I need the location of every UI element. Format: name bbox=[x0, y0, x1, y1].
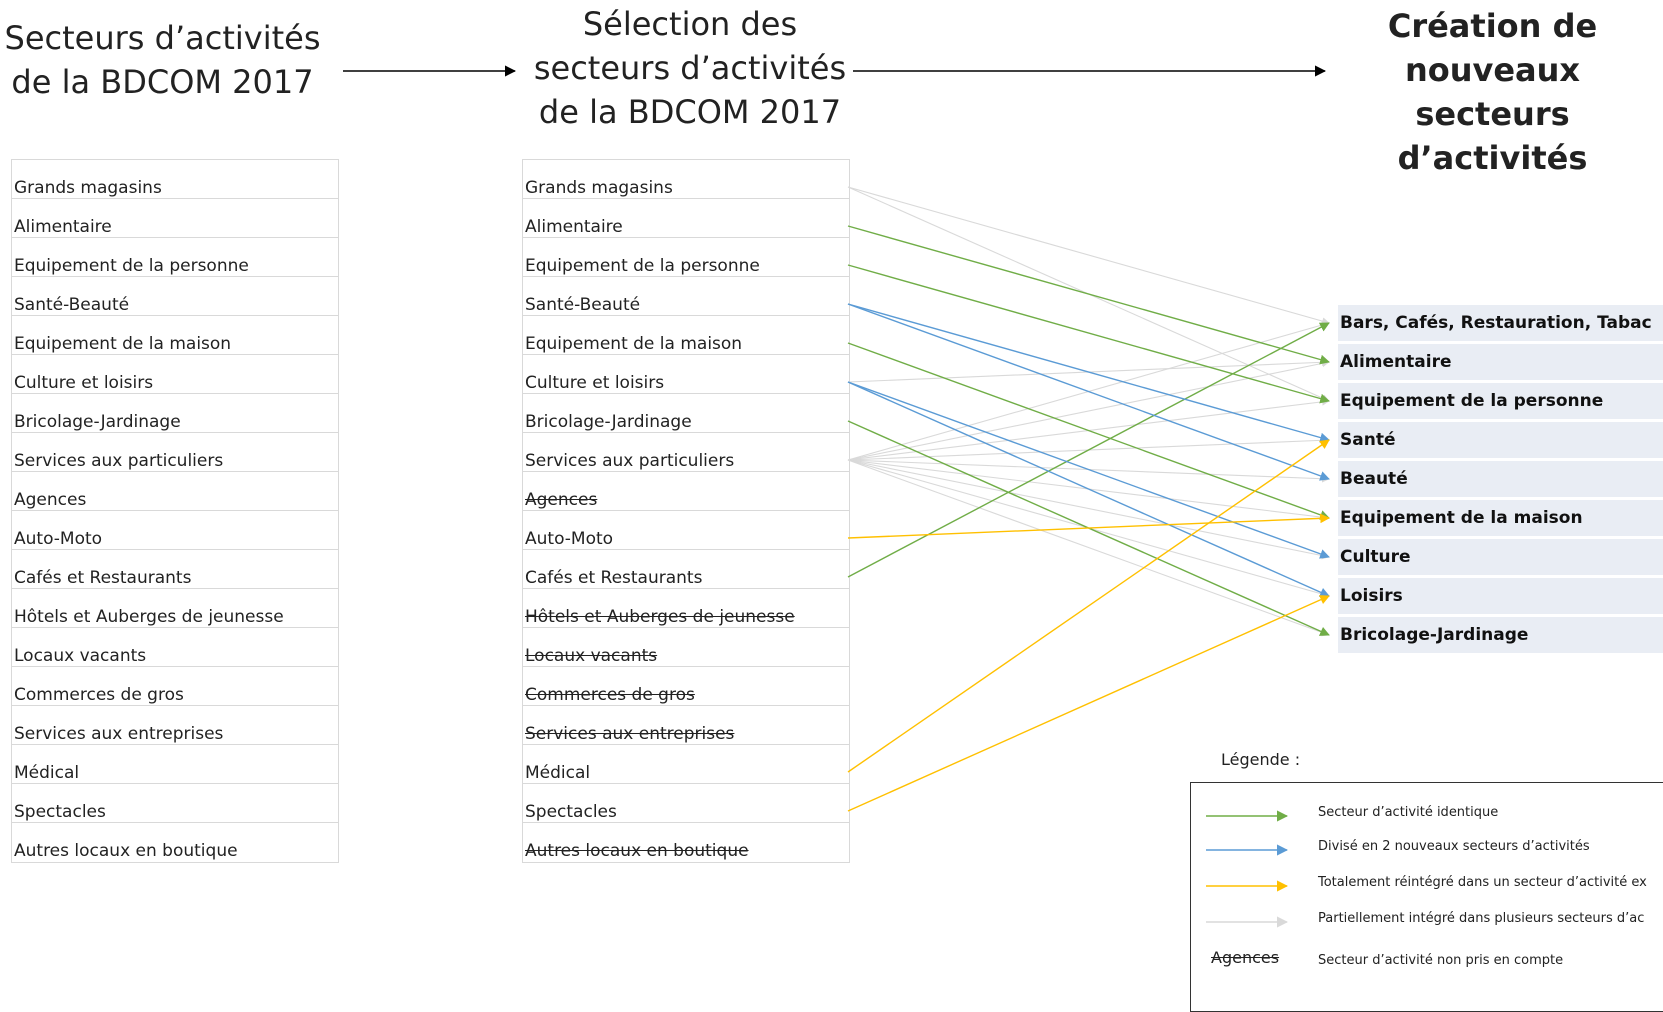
source-sector-item: Equipement de la maison bbox=[12, 316, 338, 355]
source-sector-list: Grands magasins Alimentaire Equipement de … bbox=[11, 159, 339, 863]
source-sector-item: Spectacles bbox=[12, 784, 338, 823]
legend-label-partiel: Partiellement intégré dans plusieurs sec… bbox=[1318, 911, 1645, 926]
excluded-sector-item: Hôtels et Auberges de jeunesse bbox=[523, 589, 849, 628]
legend-label-ignored: Secteur d’activité non pris en compte bbox=[1318, 953, 1564, 968]
link-partiel bbox=[847, 459, 1330, 560]
new-sector-item: Bricolage-Jardinage bbox=[1338, 617, 1663, 653]
excluded-sector-item: Agences bbox=[523, 472, 849, 511]
new-sector-item: Alimentaire bbox=[1338, 344, 1663, 380]
title-line: nouveaux secteurs bbox=[1404, 51, 1581, 133]
selected-sector-item: Alimentaire bbox=[523, 199, 849, 238]
selected-sector-item: Auto-Moto bbox=[523, 511, 849, 550]
legend-label-divise: Divisé en 2 nouveaux secteurs d’activité… bbox=[1318, 839, 1590, 854]
source-sector-item: Bricolage-Jardinage bbox=[12, 394, 338, 433]
title-source-sectors: Secteurs d’activités de la BDCOM 2017 bbox=[0, 16, 325, 104]
excluded-sector-item: Locaux vacants bbox=[523, 628, 849, 667]
new-sector-item: Equipement de la personne bbox=[1338, 383, 1663, 419]
selected-sector-item: Services aux particuliers bbox=[523, 433, 849, 472]
title-line: Secteurs d’activités bbox=[4, 19, 321, 57]
legend-title: Légende : bbox=[1221, 750, 1301, 769]
new-sector-item: Santé bbox=[1338, 422, 1663, 458]
source-sector-item: Grands magasins bbox=[12, 160, 338, 199]
selected-sector-item: Culture et loisirs bbox=[523, 355, 849, 394]
link-partiel bbox=[847, 186, 1330, 325]
link-divise bbox=[847, 381, 1330, 559]
link-partiel bbox=[847, 459, 1330, 637]
link-identique bbox=[847, 264, 1330, 404]
source-sector-item: Locaux vacants bbox=[12, 628, 338, 667]
link-divise bbox=[847, 303, 1330, 443]
link-divise bbox=[847, 381, 1330, 597]
source-sector-item: Commerces de gros bbox=[12, 667, 338, 706]
link-reintegre bbox=[847, 439, 1330, 773]
selected-sector-list: Grands magasins Alimentaire Equipement de … bbox=[522, 159, 850, 863]
source-sector-item: Agences bbox=[12, 472, 338, 511]
selected-sector-item: Cafés et Restaurants bbox=[523, 550, 849, 589]
excluded-sector-item: Autres locaux en boutique bbox=[525, 841, 749, 861]
source-sector-item: Hôtels et Auberges de jeunesse bbox=[12, 589, 338, 628]
new-sector-item: Equipement de la maison bbox=[1338, 500, 1663, 536]
source-sector-item: Alimentaire bbox=[12, 199, 338, 238]
source-sector-item: Equipement de la personne bbox=[12, 238, 338, 277]
title-line: de la BDCOM 2017 bbox=[11, 63, 314, 101]
excluded-sector-item: Services aux entreprises bbox=[523, 706, 849, 745]
link-identique bbox=[847, 225, 1330, 365]
title-selected-sectors: Sélection des secteurs d’activités de la… bbox=[520, 2, 860, 134]
new-sector-list: Bars, Cafés, Restauration, Tabac Alimenta… bbox=[1338, 305, 1663, 656]
selected-sector-item: Spectacles bbox=[523, 784, 849, 823]
legend-label-reintegre: Totalement réintégré dans un secteur d’a… bbox=[1318, 875, 1647, 890]
selected-sector-item: Bricolage-Jardinage bbox=[523, 394, 849, 433]
source-sector-item: Médical bbox=[12, 745, 338, 784]
title-line: de la BDCOM 2017 bbox=[538, 93, 842, 131]
selected-sector-item: Médical bbox=[523, 745, 849, 784]
title-line: secteurs d’activités bbox=[533, 49, 847, 87]
source-sector-item: Auto-Moto bbox=[12, 511, 338, 550]
link-partiel bbox=[847, 359, 1330, 461]
legend-struck-sample: Agences bbox=[1211, 948, 1280, 967]
source-sector-item: Culture et loisirs bbox=[12, 355, 338, 394]
link-reintegre bbox=[847, 513, 1330, 539]
source-sector-item: Services aux entreprises bbox=[12, 706, 338, 745]
new-sector-item: Culture bbox=[1338, 539, 1663, 575]
title-line: d’activités bbox=[1397, 139, 1588, 177]
selected-sector-item: Grands magasins bbox=[523, 160, 849, 199]
selected-sector-item: Equipement de la personne bbox=[523, 238, 849, 277]
link-divise bbox=[847, 303, 1330, 481]
source-sector-item: Cafés et Restaurants bbox=[12, 550, 338, 589]
source-sector-item: Services aux particuliers bbox=[12, 433, 338, 472]
selected-sector-item: Santé-Beauté bbox=[523, 277, 849, 316]
link-reintegre bbox=[847, 595, 1330, 812]
title-line: Sélection des bbox=[582, 5, 798, 43]
new-sector-item: Beauté bbox=[1338, 461, 1663, 497]
new-sector-item: Bars, Cafés, Restauration, Tabac bbox=[1338, 305, 1663, 341]
excluded-sector-item: Commerces de gros bbox=[523, 667, 849, 706]
title-new-sectors: Création de nouveaux secteurs d’activité… bbox=[1330, 4, 1655, 180]
selected-sector-item: Equipement de la maison bbox=[523, 316, 849, 355]
title-line: Création de bbox=[1387, 7, 1598, 45]
link-identique bbox=[847, 342, 1330, 520]
source-sector-item: Santé-Beauté bbox=[12, 277, 338, 316]
source-sector-item: Autres locaux en boutique bbox=[14, 841, 238, 861]
link-identique bbox=[847, 322, 1330, 578]
new-sector-item: Loisirs bbox=[1338, 578, 1663, 614]
legend-label-identique: Secteur d’activité identique bbox=[1318, 805, 1499, 820]
